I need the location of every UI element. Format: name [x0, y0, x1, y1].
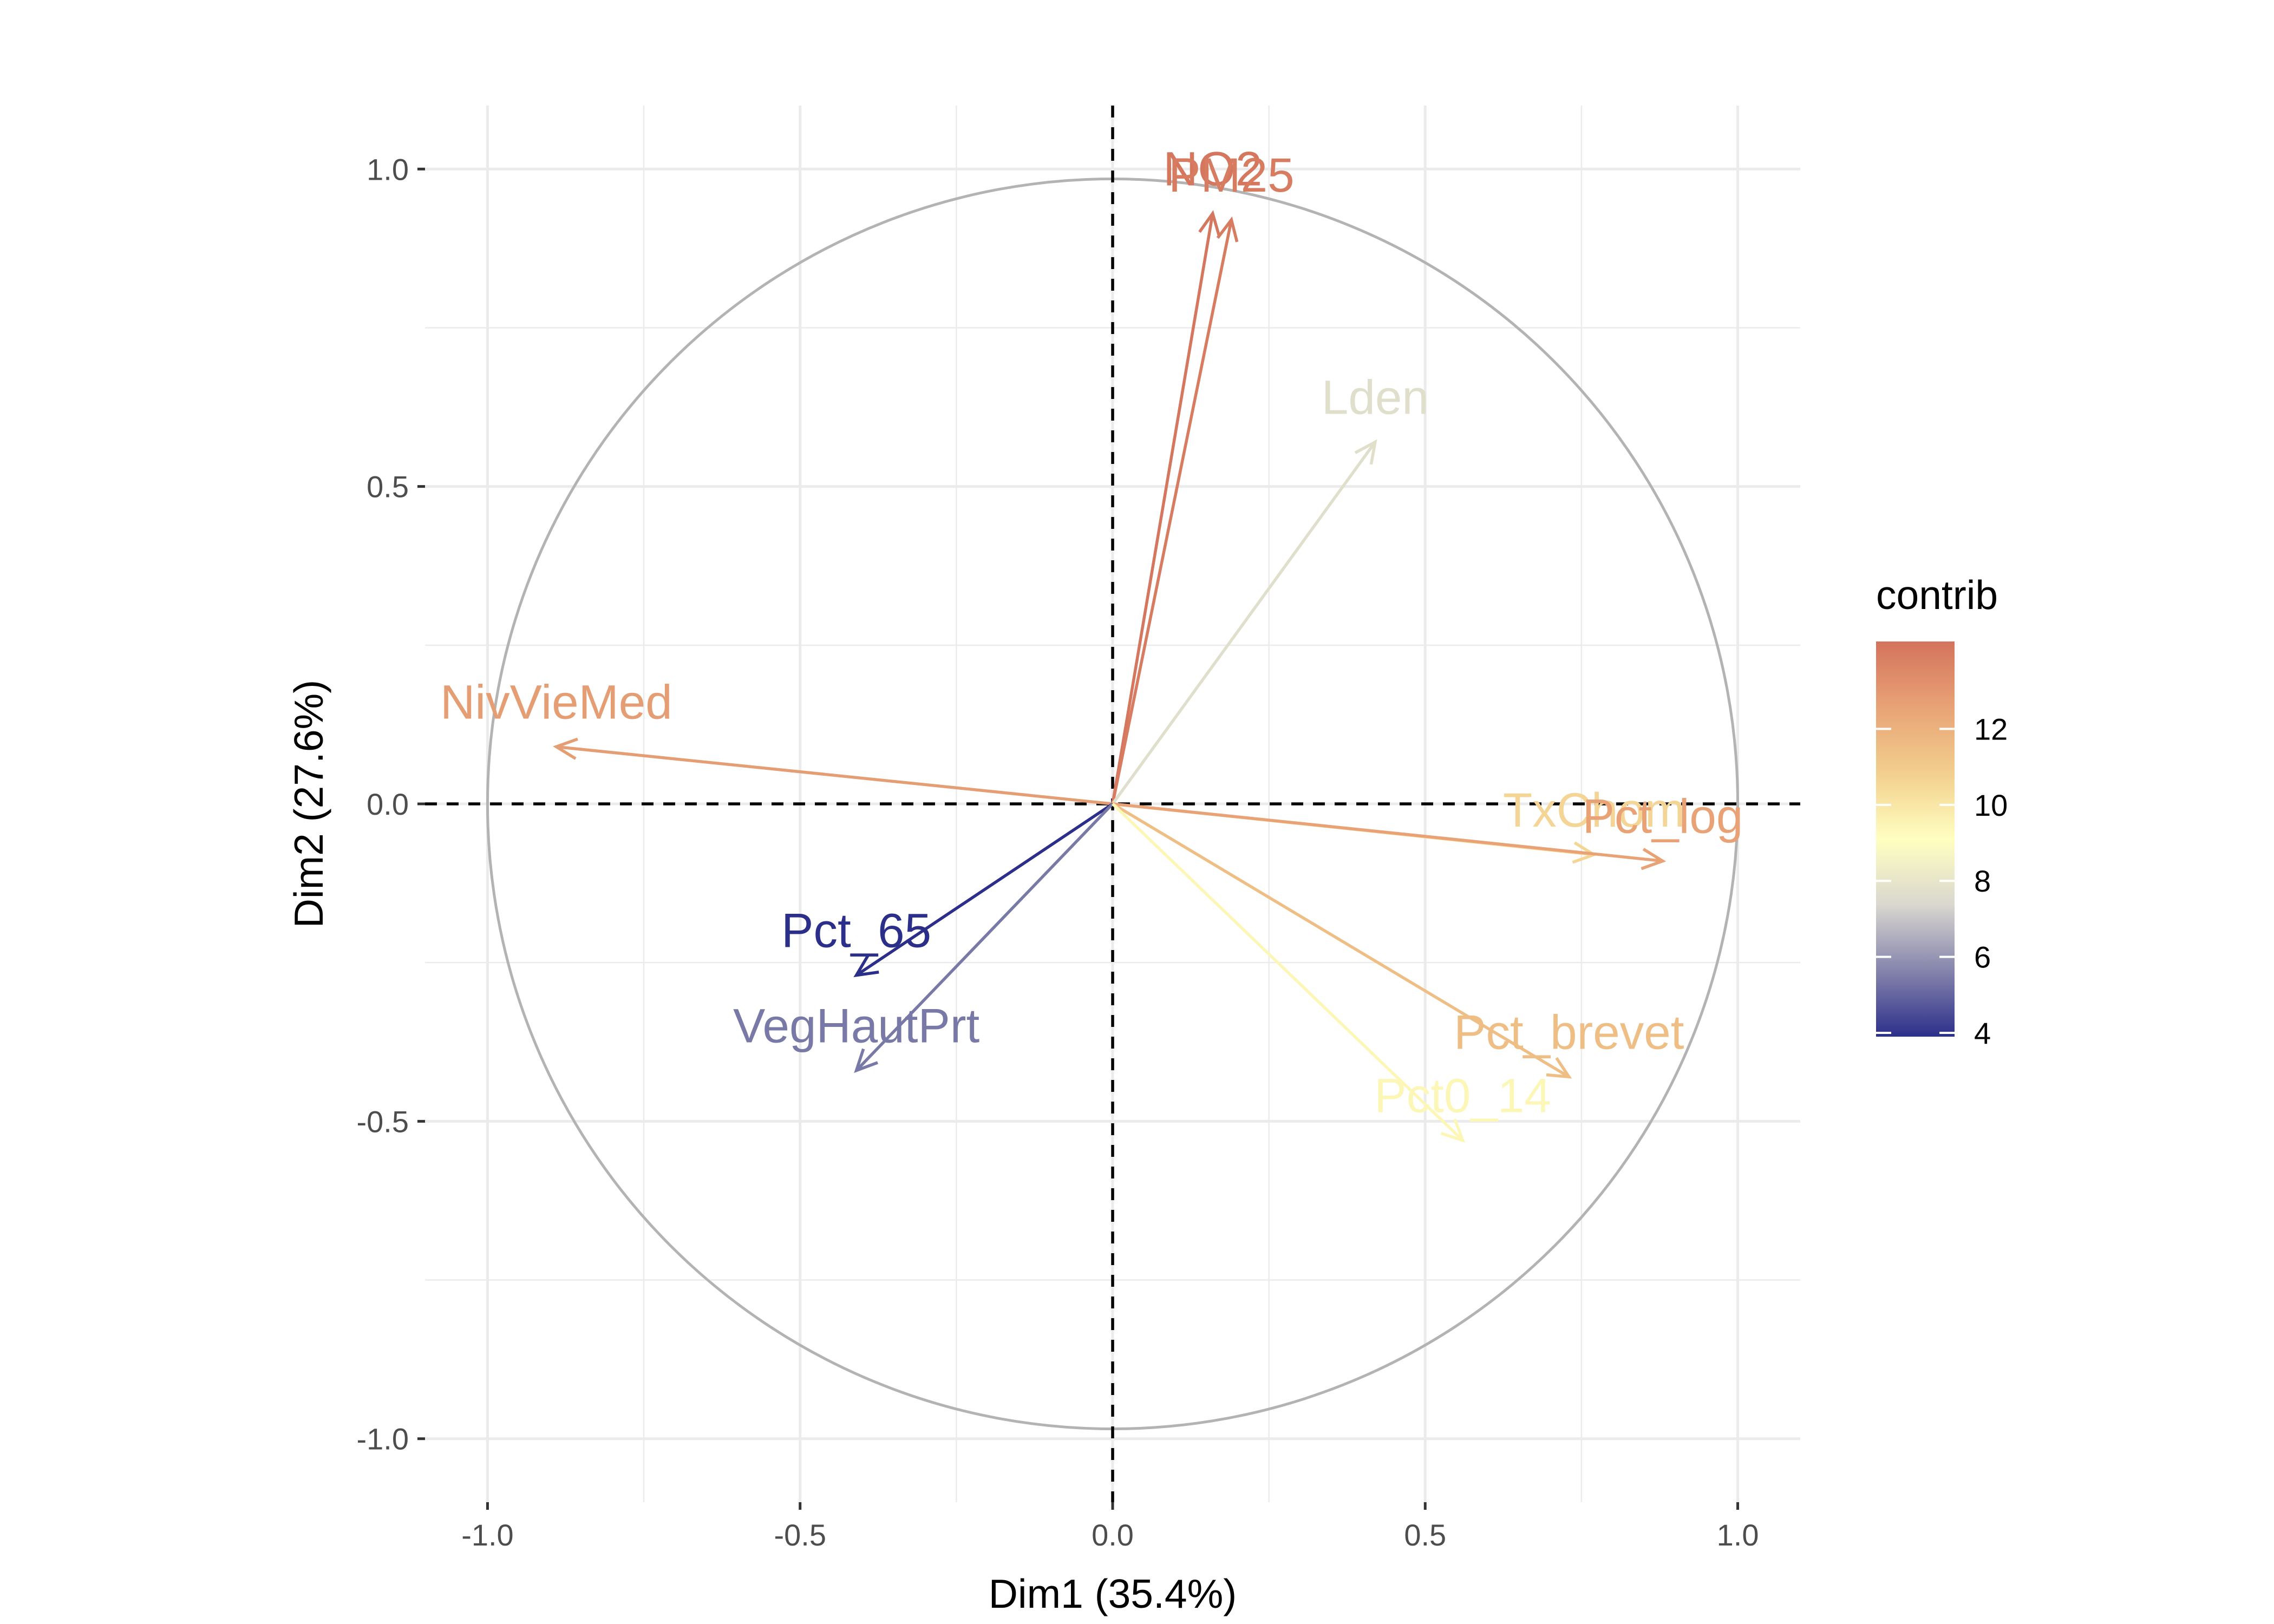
- arrow-NO2: [1111, 210, 1221, 804]
- variable-label-VegHautPrt: VegHautPrt: [733, 999, 979, 1053]
- y-axis-ticks: -1.0 -0.5 0.0 0.5 1.0: [357, 152, 425, 1456]
- x-tick-label-2: 0.0: [1092, 1518, 1134, 1552]
- variable-label-NivVieMed: NivVieMed: [440, 675, 672, 729]
- y-tick-label-4: 1.0: [367, 152, 409, 186]
- arrow-head-NivVieMed: [553, 737, 578, 760]
- x-tick-label-1: -0.5: [774, 1518, 826, 1552]
- variable-label-Pct_log: Pct_log: [1583, 789, 1743, 843]
- arrow-head-Pct_log: [1641, 848, 1667, 870]
- variable-label-TxChom: TxChom: [1503, 783, 1685, 837]
- x-tick-label-3: 0.5: [1404, 1518, 1446, 1552]
- arrow-head-Pct0_14: [1440, 1118, 1466, 1143]
- legend-tick-label-2: 8: [1974, 864, 1991, 898]
- arrow-head-VegHautPrt: [854, 1048, 878, 1073]
- y-tick-label-3: 0.5: [367, 470, 409, 504]
- arrow-shaft-Lden: [1111, 441, 1377, 805]
- arrow-head-Lden: [1354, 439, 1377, 465]
- contrib-legend: contrib 4 6 8 10 12: [1876, 572, 2008, 1050]
- arrow-VegHautPrt: [854, 803, 1114, 1073]
- variable-label-PM25: PM25: [1168, 148, 1295, 202]
- variable-label-NO2: NO2: [1163, 141, 1262, 195]
- arrow-shaft-Pct_log: [1112, 802, 1663, 863]
- arrow-NivVieMed: [553, 737, 1113, 806]
- arrow-head-PM25: [1216, 216, 1239, 243]
- arrow-shaft-NivVieMed: [556, 745, 1113, 806]
- y-tick-label-0: -1.0: [357, 1422, 409, 1456]
- variable-label-Lden: Lden: [1322, 370, 1429, 424]
- arrow-head-Pct_65: [853, 955, 879, 978]
- y-tick-label-2: 0.0: [367, 787, 409, 821]
- arrow-head-Pct_brevet: [1546, 1057, 1572, 1079]
- legend-tick-label-0: 4: [1974, 1016, 1991, 1050]
- arrow-Pct_log: [1112, 802, 1667, 870]
- variable-label-Pct_brevet: Pct_brevet: [1454, 1005, 1684, 1059]
- arrow-PM25: [1111, 216, 1239, 804]
- arrow-head-NO2: [1198, 210, 1221, 236]
- arrow-shaft-Pct_65: [855, 802, 1114, 977]
- arrow-shaft-VegHautPrt: [855, 803, 1114, 1072]
- arrow-Lden: [1111, 439, 1377, 805]
- legend-tick-label-4: 12: [1974, 712, 2008, 746]
- y-axis-title: Dim2 (27.6%): [286, 680, 331, 928]
- arrow-Pct0_14: [1112, 803, 1466, 1143]
- legend-title: contrib: [1876, 572, 1998, 618]
- legend-colorbar: [1876, 641, 1955, 1037]
- arrow-Pct_65: [853, 802, 1114, 978]
- legend-tick-label-1: 6: [1974, 940, 1991, 974]
- x-axis-title: Dim1 (35.4%): [989, 1571, 1237, 1616]
- x-tick-label-0: -1.0: [461, 1518, 514, 1552]
- variable-label-Pct0_14: Pct0_14: [1374, 1069, 1551, 1123]
- arrow-shaft-NO2: [1111, 213, 1214, 804]
- y-tick-label-1: -0.5: [357, 1104, 409, 1138]
- variable-arrows: [553, 210, 1667, 1143]
- arrow-shaft-Pct_brevet: [1112, 802, 1570, 1078]
- arrow-Pct_brevet: [1112, 802, 1572, 1079]
- legend-tick-label-3: 10: [1974, 788, 2008, 822]
- x-tick-label-4: 1.0: [1717, 1518, 1759, 1552]
- x-axis-ticks: -1.0 -0.5 0.0 0.5 1.0: [461, 1502, 1759, 1552]
- arrow-shaft-Pct0_14: [1112, 803, 1464, 1142]
- arrow-shaft-PM25: [1111, 219, 1233, 804]
- legend-ticks: 4 6 8 10 12: [1876, 712, 2008, 1050]
- variable-label-Pct_65: Pct_65: [781, 903, 931, 958]
